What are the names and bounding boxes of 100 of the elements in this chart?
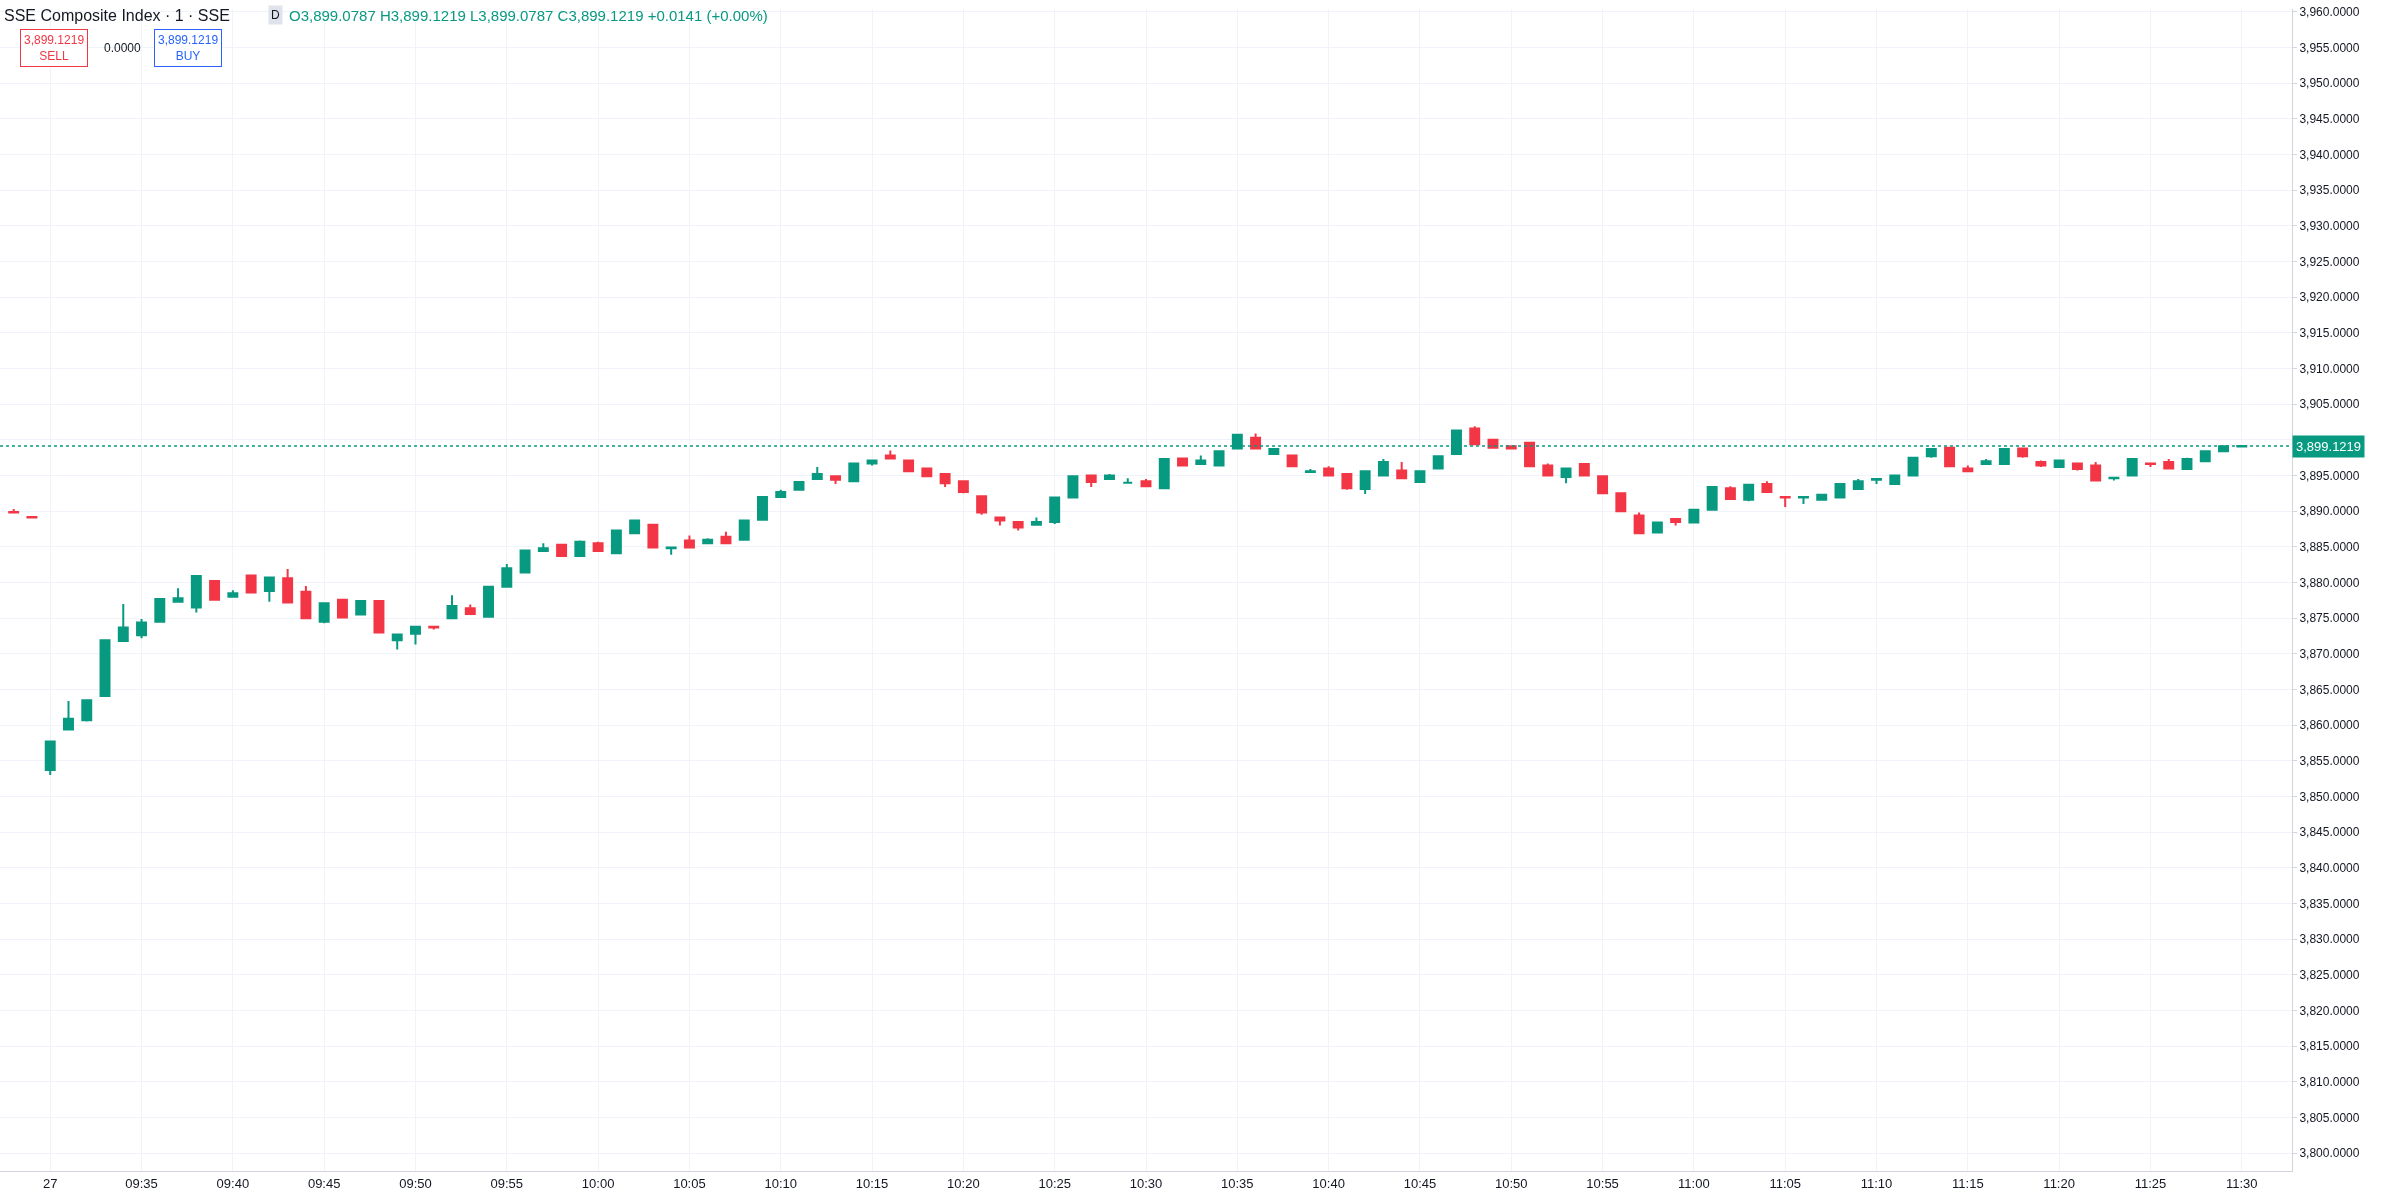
candlestick: [1341, 473, 1353, 491]
candlestick: [63, 699, 74, 731]
candlestick: [738, 519, 750, 541]
annotation: O3,899.0787 H3,899.1219 L3,899.0787 C3,899.1219 +0.0141 (+0.00%): [289, 7, 768, 24]
candlestick: [81, 699, 93, 723]
y-tick-label: 3,910.0000: [2299, 361, 2360, 376]
candlestick: [1944, 446, 1956, 468]
candlestick: [209, 579, 221, 601]
candlestick: [1286, 454, 1298, 468]
x-tick-label: 11:10: [1860, 1175, 1893, 1191]
y-tick-label: 3,810.0000: [2299, 1075, 2360, 1090]
candlestick: [957, 480, 969, 495]
candlestick: [8, 508, 20, 514]
x-tick-label: 10:00: [581, 1175, 615, 1191]
annotation: 3,899.1219 BUY: [158, 33, 219, 63]
candlestick: [1816, 493, 1828, 501]
candlestick: [1779, 495, 1791, 508]
candlestick: [1651, 521, 1663, 534]
candlestick: [410, 625, 421, 646]
y-tick-label: 3,930.0000: [2299, 219, 2360, 234]
candlestick: [1797, 495, 1809, 506]
candlestick: [1578, 463, 1590, 477]
candlestick: [245, 574, 257, 594]
x-tick-label: 10:40: [1312, 1175, 1345, 1191]
y-tick-label: 3,890.0000: [2299, 504, 2360, 519]
candlestick: [775, 488, 787, 498]
candlestick: [355, 600, 367, 617]
candlestick: [1304, 468, 1316, 473]
x-tick-label: 09:40: [216, 1175, 250, 1191]
candlestick: [318, 602, 330, 625]
y-tick-label: 3,835.0000: [2299, 896, 2360, 911]
x-tick-label: 11:30: [2225, 1175, 2258, 1191]
candlestick: [811, 465, 823, 481]
candlestick: [1414, 470, 1426, 483]
candlestick: [1122, 477, 1134, 484]
candlestick: [1597, 475, 1609, 495]
candlestick: [921, 467, 933, 478]
ref-line-label: 3,899.1219: [2296, 439, 2362, 454]
candlestick: [1396, 460, 1408, 480]
candlestick: [483, 585, 495, 618]
x-tick-label: 11:00: [1678, 1175, 1710, 1191]
candlestick: [1980, 458, 1992, 466]
y-tick-label: 3,885.0000: [2299, 540, 2360, 555]
candlestick: [939, 473, 951, 488]
candlestick: [757, 495, 768, 521]
candlestick: [1085, 474, 1097, 488]
candlestick: [1706, 485, 1718, 511]
y-tick-label: 3,825.0000: [2299, 968, 2360, 983]
candlestick: [2126, 458, 2138, 477]
candlestick: [1469, 425, 1481, 446]
y-tick-label: 3,855.0000: [2299, 754, 2360, 769]
y-tick-label: 3,925.0000: [2299, 254, 2360, 269]
y-tick-label: 3,850.0000: [2299, 789, 2360, 804]
y-tick-label: 3,935.0000: [2299, 183, 2360, 198]
candlestick: [1724, 485, 1736, 501]
candlestick: [574, 539, 586, 558]
y-tick-label: 3,960.0000: [2299, 5, 2360, 20]
candlestick: [2199, 450, 2211, 463]
candlestick: [336, 598, 348, 619]
candlestick: [1560, 467, 1572, 485]
y-tick-label: 3,905.0000: [2299, 397, 2360, 412]
y-tick-label: 3,875.0000: [2299, 611, 2360, 626]
candlestick: [2144, 462, 2156, 468]
y-tick-label: 3,920.0000: [2299, 290, 2360, 305]
candlestick: [99, 639, 111, 697]
candlestick: [1633, 511, 1645, 535]
x-tick-label: 10:35: [1221, 1175, 1254, 1191]
candlestick: [1670, 518, 1682, 527]
candlestick: [1323, 465, 1335, 477]
y-tick-label: 3,950.0000: [2299, 76, 2360, 91]
annotation: 3,899.1219 SELL: [24, 33, 85, 63]
candlestick: [592, 540, 604, 553]
x-tick-label: 09:45: [307, 1175, 341, 1191]
y-tick-label: 3,870.0000: [2299, 647, 2360, 662]
y-tick-label: 3,955.0000: [2299, 40, 2360, 55]
x-tick-label: 10:30: [1129, 1175, 1163, 1191]
candlestick: [720, 530, 732, 545]
x-tick-label: 11:25: [2134, 1175, 2167, 1191]
candlestick: [2053, 459, 2065, 468]
x-tick-label: 11:05: [1769, 1175, 1801, 1191]
candlestick: [1067, 475, 1079, 499]
candlestick: [300, 585, 312, 620]
candlestick: [1359, 470, 1371, 496]
candlestick: [501, 562, 513, 588]
y-tick-label: 3,840.0000: [2299, 861, 2360, 876]
candlestick: [976, 495, 988, 516]
candlestick: [848, 462, 860, 483]
candlestick: [537, 542, 549, 553]
candlestick: [1962, 464, 1974, 473]
chart-title: SSE Composite Index · 1 · SSE: [4, 6, 230, 24]
x-tick-label: 10:15: [855, 1175, 889, 1191]
annotation: 0.0000: [104, 41, 142, 55]
candlestick: [1012, 520, 1024, 532]
y-tick-label: 3,815.0000: [2299, 1039, 2360, 1054]
x-tick-label: 09:55: [490, 1175, 524, 1191]
y-tick-label: 3,830.0000: [2299, 932, 2360, 947]
candlestick: [1834, 483, 1846, 499]
candlestick: [610, 529, 622, 555]
candlestick: [154, 597, 166, 623]
y-tick-label: 3,945.0000: [2299, 112, 2360, 127]
